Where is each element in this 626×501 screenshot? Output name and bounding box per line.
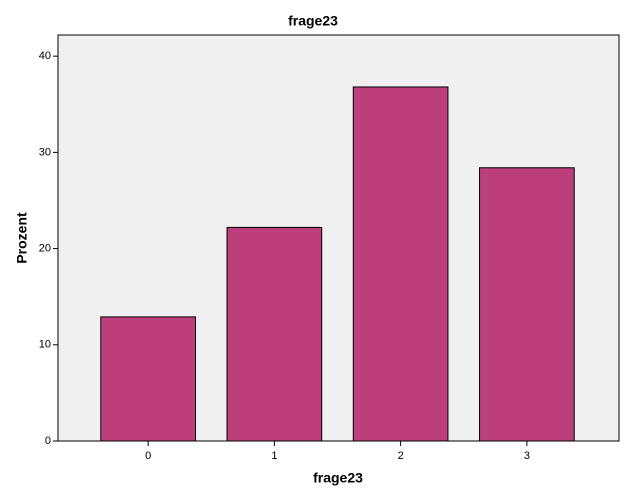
y-axis-label: Prozent [14,212,30,264]
chart-title: frage23 [288,13,338,29]
y-tick-label: 30 [39,146,51,158]
bar [226,226,323,442]
bar [479,167,575,442]
y-tick-label: 0 [45,435,51,447]
x-axis-label: frage23 [313,470,363,486]
x-tick-label: 3 [524,450,530,462]
x-tick-label: 1 [271,450,277,462]
y-tick-label: 20 [39,242,51,254]
y-tick-label: 10 [39,339,51,351]
x-tick-label: 2 [398,450,404,462]
y-tick-label: 40 [39,50,51,62]
bar [352,86,449,442]
bar [100,316,196,442]
x-tick-label: 0 [145,450,151,462]
